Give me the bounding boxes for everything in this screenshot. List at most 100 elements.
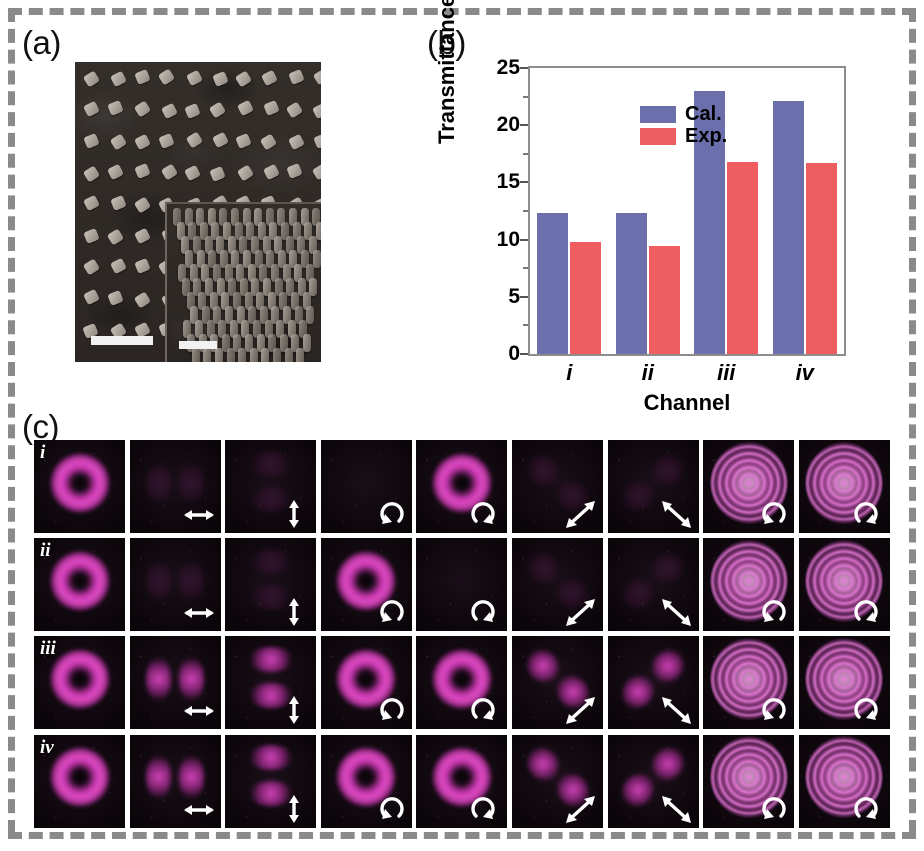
sem-nanopillar-tilted	[289, 250, 298, 268]
beam-cell-i-7	[607, 440, 699, 533]
sem-nanopillar-tilted	[206, 320, 215, 338]
beam-cell-noise	[512, 538, 603, 632]
legend-swatch-cal	[640, 105, 676, 123]
sem-nanopillar-tilted	[269, 222, 278, 240]
sem-nanopillar-tilted	[243, 250, 251, 268]
beam-cell-iv-4	[320, 734, 412, 828]
beam-lobes-vertical	[144, 746, 206, 808]
beam-cell-i-5	[416, 440, 508, 533]
sem-nanopillar-tilted	[259, 264, 268, 282]
sem-nanopillar-tilted	[195, 320, 203, 338]
beam-lobes-vertical	[144, 550, 206, 612]
sem-nanopillar-tilted	[236, 306, 245, 324]
sem-nanopillar-tilted	[302, 292, 311, 310]
y-tick-mark	[520, 353, 529, 355]
sem-nanopillar-tilted	[257, 222, 266, 240]
sem-nanopillar-tilted	[199, 222, 208, 240]
sem-nanopillar-tilted	[283, 306, 291, 324]
sem-nanopillar-tilted	[219, 250, 228, 268]
beam-row-iii: iii	[34, 636, 892, 730]
beam-lobes-horizontal	[240, 548, 302, 613]
circle-ccw-icon	[755, 499, 789, 529]
chart-plot-area: Cal. Exp.	[528, 66, 846, 356]
sem-nanopillar-tilted	[213, 306, 222, 324]
sem-nanopillar-tilted	[291, 334, 300, 352]
beam-speckle-interference	[805, 736, 884, 819]
beam-cell-iv-6	[512, 734, 603, 828]
y-tick-15: 15	[496, 170, 520, 194]
sem-nanopillar-tilted	[292, 222, 301, 240]
sem-nanopillar-tilted	[183, 320, 192, 338]
panel-label-a: (a)	[22, 24, 61, 61]
beam-cell-i-9	[798, 440, 890, 533]
sem-nanopillar-tilted	[285, 236, 294, 254]
sem-nanopillar-tilted	[196, 250, 205, 268]
sem-nanopillar-tilted	[267, 292, 276, 310]
beam-cell-iv-8	[703, 734, 795, 828]
sem-nanopillar-tilted	[239, 236, 248, 254]
sem-nanopillar-tilted	[185, 250, 193, 268]
beam-cell-background	[512, 538, 603, 632]
sem-nanopillar-tilted	[256, 334, 265, 352]
arrow-diag-up-icon	[564, 597, 598, 627]
sem-nanopillar-tilted	[248, 306, 257, 324]
arrow-horizontal-icon	[182, 499, 216, 529]
beam-speckle-interference	[709, 736, 788, 819]
sem-nanopillar-tilted	[176, 222, 185, 240]
sem-nanopillar-tilted	[189, 264, 198, 282]
y-tick-10: 10	[496, 227, 520, 251]
sem-nanopillar-tilted	[225, 306, 233, 324]
sem-nanopillar-tilted	[279, 292, 288, 310]
beam-row-i: i	[34, 440, 892, 533]
beam-cell-noise	[129, 636, 221, 730]
circle-ccw-icon	[373, 597, 407, 627]
sem-nanopillar-tilted	[223, 222, 231, 240]
beam-speckle-interference	[709, 539, 788, 622]
beam-speckle-interference	[805, 441, 884, 524]
y-tick-25: 25	[496, 56, 520, 79]
sem-nanopillar-tilted	[306, 306, 315, 324]
sem-nanopillar-tilted	[221, 292, 230, 310]
sem-nanopillar-tilted	[262, 236, 271, 254]
beam-cell-background	[607, 734, 699, 828]
sem-nanopillar-tilted	[184, 208, 193, 226]
legend-item-exp: Exp.	[640, 126, 727, 146]
sem-nanopillar-tilted	[305, 264, 314, 282]
sem-nanopillar-tilted	[274, 278, 283, 296]
sem-nanopillar-tilted	[173, 208, 181, 226]
sem-nanopillar-tilted	[218, 320, 227, 338]
beam-cell-noise	[512, 440, 603, 533]
sem-nanopillar-tilted	[228, 278, 237, 296]
beam-cell-iv-3	[225, 734, 317, 828]
beam-cell-background	[512, 440, 603, 533]
sem-nanopillar-tilted	[299, 320, 308, 338]
sem-nanopillar-tilted	[201, 306, 210, 324]
x-tick-i: i	[566, 360, 573, 385]
sem-image-panel	[75, 62, 321, 362]
sem-inset-tilted-view	[165, 202, 321, 362]
sem-nanopillar-tilted	[251, 278, 260, 296]
beam-row-label: i	[40, 442, 46, 463]
beam-cell-noise	[607, 538, 699, 632]
figure-border-bottom	[8, 832, 916, 839]
arrow-horizontal-icon	[182, 794, 216, 824]
chart-bars-layer	[530, 68, 844, 354]
arrow-vertical-icon	[277, 794, 311, 824]
beam-cell-ii-4	[320, 538, 412, 632]
sem-nanopillar-tilted	[231, 208, 239, 226]
arrow-diag-up-icon	[564, 499, 598, 529]
circle-cw-icon	[851, 597, 885, 627]
beam-donut	[50, 453, 109, 512]
beam-cell-iv-9	[798, 734, 890, 828]
sem-nanopillar-tilted	[205, 278, 213, 296]
beam-donut	[50, 650, 109, 709]
sem-nanopillar-tilted	[249, 348, 258, 362]
beam-cell-background	[129, 440, 221, 533]
beam-speckle-interference	[805, 539, 884, 622]
bar-iv-cal	[772, 101, 804, 354]
beam-cell-iii-3	[225, 636, 317, 730]
sem-nanopillar-tilted	[204, 236, 213, 254]
beam-cell-iii-1: iii	[34, 636, 125, 730]
circle-ccw-icon	[373, 499, 407, 529]
